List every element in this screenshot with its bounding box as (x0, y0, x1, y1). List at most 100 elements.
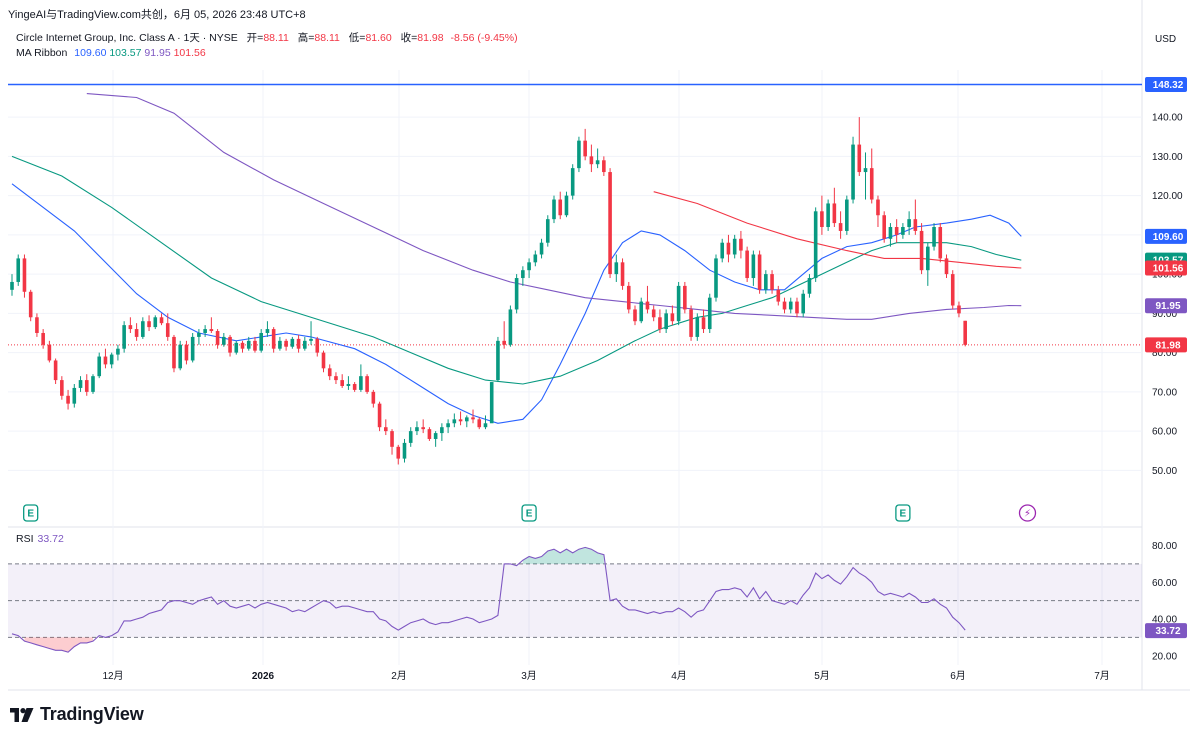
candle (203, 329, 207, 333)
candle (178, 344, 183, 369)
candle (626, 285, 631, 310)
grid-layer (8, 0, 1190, 691)
symbol-name[interactable]: Circle Internet Group, Inc. Class A · 1天… (16, 32, 238, 44)
candle (365, 376, 369, 392)
candle (128, 325, 133, 330)
candle (707, 297, 712, 330)
ma-layer (11, 93, 1022, 424)
candle (564, 195, 569, 216)
candle (278, 340, 282, 349)
chart-caption: YingeAI与TradingView.com共创，6月 05, 2026 23… (8, 9, 306, 21)
candle (826, 203, 830, 228)
earnings-event-label: E (900, 509, 907, 520)
candle (433, 433, 438, 439)
candle (396, 446, 401, 459)
candle (926, 246, 930, 271)
candle (384, 427, 388, 432)
price-tick-label: 130.00 (1152, 152, 1183, 163)
candle (894, 227, 899, 235)
candle (732, 238, 737, 255)
candle (907, 219, 911, 228)
close-value: 81.98 (417, 32, 444, 44)
tradingview-brand[interactable]: TradingView (10, 704, 144, 725)
price-tick-label: 140.00 (1152, 113, 1183, 124)
candle (35, 317, 39, 333)
candle (502, 340, 506, 345)
candle (695, 317, 700, 337)
candle (458, 419, 463, 422)
candle (483, 423, 488, 428)
price-label-text: 91.95 (1155, 301, 1180, 312)
candle (620, 262, 625, 286)
candle (919, 230, 924, 271)
candle (676, 285, 681, 322)
ma-line (11, 183, 1022, 424)
candle (327, 368, 332, 377)
candle (371, 391, 376, 404)
candle (91, 376, 95, 392)
candle (863, 168, 868, 173)
ma-value-3: 91.95 (144, 47, 171, 59)
price-label-box (1145, 298, 1187, 314)
candle (651, 309, 656, 318)
candle (340, 380, 344, 386)
candle (290, 338, 295, 347)
candle (739, 238, 743, 251)
candle (782, 301, 787, 310)
candle (209, 329, 214, 332)
ma-ribbon-label[interactable]: MA Ribbon (16, 47, 68, 59)
candle (359, 376, 363, 390)
candle (134, 329, 139, 337)
price-tick-label: 90.00 (1152, 309, 1177, 320)
candle (570, 168, 575, 196)
candle (508, 309, 513, 345)
axis-layer: 140.00130.00120.00110.00100.0090.0080.00… (102, 76, 1187, 682)
candle (639, 301, 644, 322)
candle (938, 227, 943, 259)
candle (496, 340, 500, 381)
candle (795, 301, 799, 314)
candle (932, 227, 936, 247)
candle (271, 329, 276, 349)
high-value: 88.11 (314, 32, 340, 44)
rsi-layer (8, 546, 1142, 653)
candle (240, 342, 245, 349)
candle (246, 340, 251, 349)
earnings-event-icon (895, 504, 911, 522)
candle (608, 172, 612, 275)
candle (664, 313, 668, 330)
legend: Circle Internet Group, Inc. Class A · 1天… (16, 31, 518, 61)
candle (109, 354, 114, 365)
candle (346, 384, 351, 386)
candle (820, 211, 824, 228)
time-tick-label: 5月 (814, 670, 830, 682)
candle (757, 254, 762, 290)
candle (595, 160, 600, 165)
tradingview-logo-icon (10, 707, 34, 722)
low-value: 81.60 (365, 32, 392, 44)
currency-label[interactable]: USD (1155, 34, 1177, 45)
rsi-label-text: 33.72 (1155, 626, 1180, 637)
price-label-box (1145, 76, 1187, 92)
candle (583, 140, 587, 157)
candle (228, 336, 232, 353)
price-label-text: 109.60 (1153, 232, 1184, 243)
brand-text: TradingView (40, 704, 144, 724)
candle (539, 242, 544, 255)
candle (147, 321, 151, 328)
candle (446, 423, 450, 428)
change-value: -8.56 (-9.45%) (450, 32, 518, 44)
rsi-zone-fill (24, 637, 93, 653)
candle-layer (10, 117, 967, 465)
candle (851, 144, 855, 200)
candle (47, 344, 52, 361)
candle (352, 384, 357, 390)
rsi-tick-label: 80.00 (1152, 541, 1177, 552)
rsi-label[interactable]: RSI (16, 533, 34, 545)
ma-value-2: 103.57 (109, 47, 142, 59)
price-label-text: 81.98 (1155, 340, 1180, 351)
candle (296, 338, 301, 349)
time-tick-label: 12月 (102, 670, 123, 682)
candle (309, 338, 313, 341)
